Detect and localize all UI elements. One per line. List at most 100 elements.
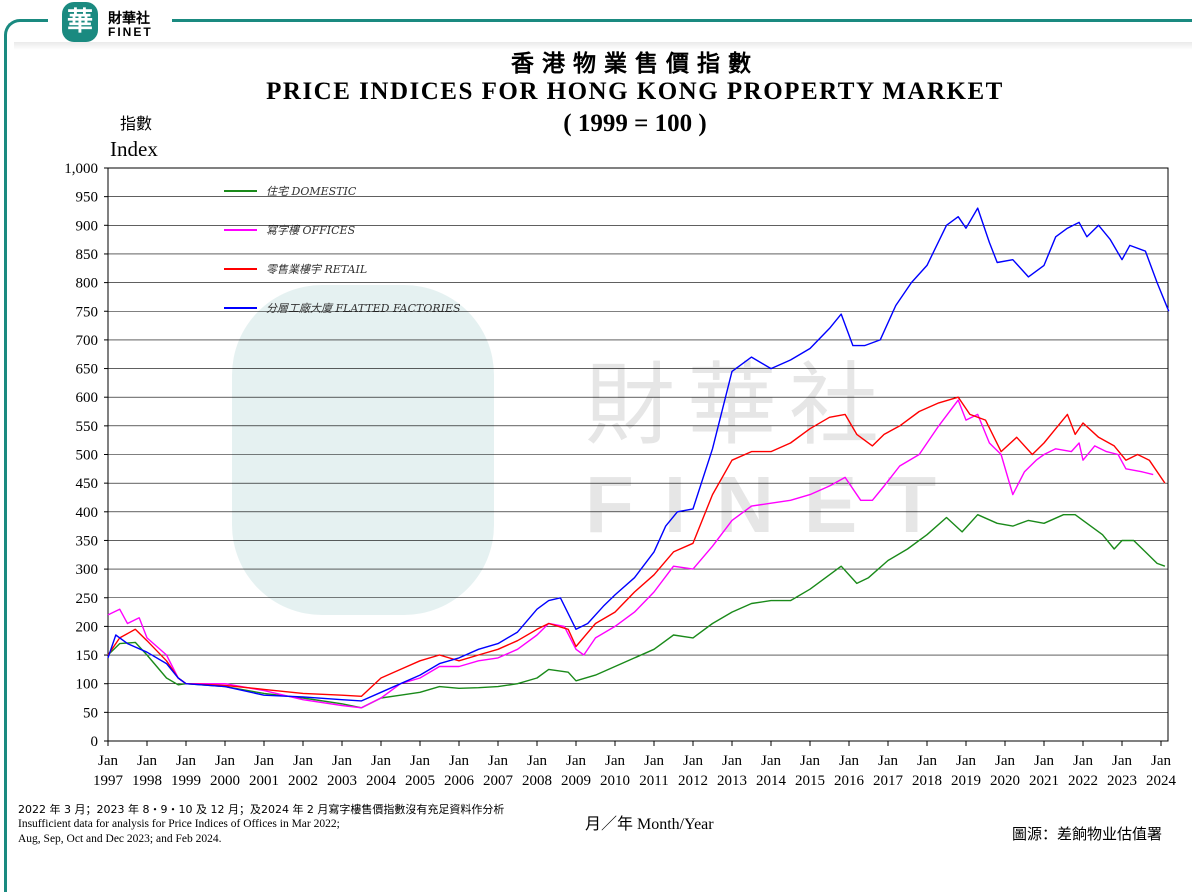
y-tick-label: 0: [91, 734, 99, 750]
x-tick-label: 2018: [912, 773, 942, 789]
x-axis-label: 月／年 Month/Year: [585, 816, 714, 833]
y-tick-label: 1,000: [64, 161, 98, 177]
x-tick-label: 2000: [210, 773, 240, 789]
x-tick-month: Jan: [566, 753, 586, 769]
x-tick-label: 1998: [132, 773, 162, 789]
y-tick-label: 50: [83, 705, 98, 721]
x-tick-month: Jan: [644, 753, 664, 769]
series-retail-line: [107, 396, 1166, 697]
x-tick-month: Jan: [917, 753, 937, 769]
x-tick-label: 2023: [1107, 773, 1137, 789]
chart-title: PRICE INDICES FOR HONG KONG PROPERTY MAR…: [266, 78, 1004, 105]
x-tick-label: 2008: [522, 773, 552, 789]
x-tick-month: Jan: [995, 753, 1015, 769]
finet-logo-icon: 華: [62, 2, 98, 42]
x-tick-month: Jan: [800, 753, 820, 769]
x-tick-month: Jan: [293, 753, 313, 769]
x-tick-label: 2005: [405, 773, 435, 789]
y-axis-label-cn: 指數: [120, 114, 153, 133]
x-tick-label: 2022: [1068, 773, 1098, 789]
x-tick-month: Jan: [176, 753, 196, 769]
x-tick-month: Jan: [410, 753, 430, 769]
x-tick-label: 2011: [639, 773, 668, 789]
x-tick-month: Jan: [956, 753, 976, 769]
series-domestic-legend-label: 住宅 DOMESTIC: [266, 185, 357, 198]
y-tick-label: 200: [76, 619, 99, 635]
x-tick-month: Jan: [215, 753, 235, 769]
series-offices-line: [107, 399, 1154, 709]
chart-title-cn: 香港物業售價指數: [511, 51, 759, 77]
x-tick-label: 2010: [600, 773, 630, 789]
x-tick-label: 2013: [717, 773, 747, 789]
y-tick-label: 500: [76, 448, 99, 464]
x-tick-label: 2016: [834, 773, 865, 789]
series-flatted-factories-line: [107, 207, 1170, 702]
brand-name-cn: 財華社: [108, 11, 150, 27]
y-tick-label: 350: [76, 533, 99, 549]
footnote-en-1: Insufficient data for analysis for Price…: [18, 818, 340, 830]
y-tick-label: 450: [76, 476, 99, 492]
x-tick-month: Jan: [1151, 753, 1171, 769]
card-frame: [4, 19, 1192, 892]
y-tick-label: 850: [76, 247, 99, 263]
brand-name-en: FINET: [108, 25, 153, 39]
x-tick-label: 2001: [249, 773, 279, 789]
y-tick-label: 400: [76, 505, 99, 521]
x-tick-label: 2012: [678, 773, 708, 789]
x-tick-label: 2021: [1029, 773, 1059, 789]
x-tick-month: Jan: [683, 753, 703, 769]
x-tick-month: Jan: [98, 753, 118, 769]
y-axis-label: Index: [110, 137, 158, 161]
x-tick-label: 2024: [1146, 773, 1177, 789]
watermark-emblem-icon: [232, 285, 494, 615]
x-tick-month: Jan: [1073, 753, 1093, 769]
y-tick-label: 150: [76, 648, 99, 664]
y-tick-label: 750: [76, 304, 99, 320]
watermark-cn: 財華社: [585, 353, 891, 458]
footnote-en-2: Aug, Sep, Oct and Dec 2023; and Feb 2024…: [18, 833, 222, 845]
x-tick-label: 2004: [366, 773, 397, 789]
x-tick-month: Jan: [254, 753, 274, 769]
x-tick-month: Jan: [1034, 753, 1054, 769]
x-tick-label: 2003: [327, 773, 357, 789]
y-tick-label: 100: [76, 677, 99, 693]
x-tick-month: Jan: [449, 753, 469, 769]
x-tick-label: 2009: [561, 773, 591, 789]
chart-subtitle: ( 1999 = 100 ): [563, 110, 707, 137]
y-tick-label: 900: [76, 218, 99, 234]
x-tick-label: 1999: [171, 773, 201, 789]
x-tick-month: Jan: [722, 753, 742, 769]
x-tick-label: 2015: [795, 773, 825, 789]
x-tick-label: 1997: [93, 773, 124, 789]
x-tick-label: 2020: [990, 773, 1020, 789]
x-tick-month: Jan: [488, 753, 508, 769]
x-tick-month: Jan: [1112, 753, 1132, 769]
y-tick-label: 600: [76, 390, 99, 406]
x-tick-month: Jan: [332, 753, 352, 769]
footnote-cn: 2022 年 3 月；2023 年 8・9・10 及 12 月；及2024 年 …: [18, 803, 505, 816]
series-flatted-factories-legend-label: 分層工廠大廈 FLATTED FACTORIES: [266, 302, 461, 315]
footnote: 2022 年 3 月；2023 年 8・9・10 及 12 月；及2024 年 …: [18, 802, 504, 847]
series-retail-legend-label: 零售業樓宇 RETAIL: [266, 263, 367, 276]
x-tick-month: Jan: [761, 753, 781, 769]
x-tick-month: Jan: [371, 753, 391, 769]
x-tick-month: Jan: [527, 753, 547, 769]
y-tick-label: 800: [76, 276, 99, 292]
y-tick-label: 250: [76, 591, 99, 607]
y-tick-label: 550: [76, 419, 99, 435]
x-tick-label: 2017: [873, 773, 904, 789]
x-tick-label: 2007: [483, 773, 514, 789]
y-tick-label: 950: [76, 190, 99, 206]
x-tick-label: 2002: [288, 773, 318, 789]
x-tick-month: Jan: [605, 753, 625, 769]
x-tick-month: Jan: [137, 753, 157, 769]
y-tick-label: 700: [76, 333, 99, 349]
x-tick-label: 2014: [756, 773, 787, 789]
header-shade: [14, 42, 1192, 50]
x-tick-month: Jan: [839, 753, 859, 769]
y-tick-label: 650: [76, 362, 99, 378]
x-tick-label: 2006: [444, 773, 475, 789]
x-tick-month: Jan: [878, 753, 898, 769]
series-domestic-line: [107, 514, 1166, 709]
